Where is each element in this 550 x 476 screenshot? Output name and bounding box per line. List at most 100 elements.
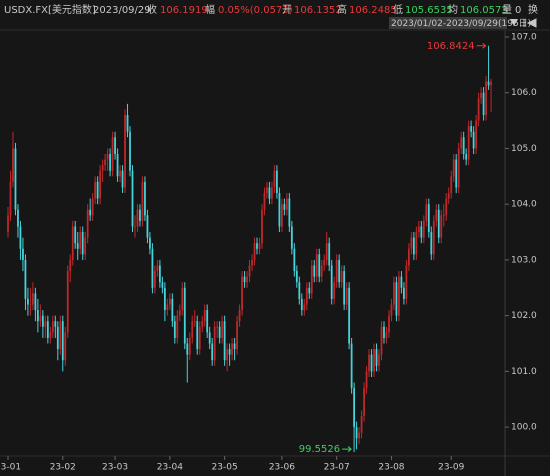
candle-body (46, 321, 49, 338)
candle-body (462, 137, 465, 155)
candle-body (427, 204, 430, 233)
max-annotation: 106.8424 (427, 41, 475, 52)
candle-body (22, 248, 24, 260)
candle-body (450, 176, 453, 194)
candle-body (188, 337, 191, 355)
candle-body (432, 220, 435, 255)
candle-body (373, 349, 375, 372)
candle-body (59, 321, 62, 350)
nav-icon[interactable] (523, 18, 537, 28)
candle-body (266, 187, 268, 194)
x-tick-label: 23-02 (50, 463, 76, 473)
candle-body (226, 349, 229, 361)
candle-body (310, 265, 313, 294)
candle-body (193, 321, 196, 323)
candle-body (91, 198, 94, 216)
candle-body (455, 159, 458, 188)
dropdown-icon[interactable] (510, 19, 518, 26)
candle-body (49, 332, 52, 338)
candle-body (365, 371, 368, 389)
candle-body (420, 226, 423, 238)
candle-body (345, 287, 348, 305)
open-value: 106.1352 (294, 5, 342, 16)
candle-body (410, 237, 413, 249)
candle-body (385, 332, 388, 338)
candle-body (353, 388, 356, 428)
candle-body (141, 181, 144, 221)
candle-body (139, 209, 141, 221)
candle-body (12, 148, 14, 182)
candle-body (196, 321, 199, 350)
plot (7, 45, 492, 453)
candle-body (300, 298, 303, 311)
candle-body (442, 215, 445, 217)
high-value: 106.2485 (349, 5, 397, 16)
candle-body (7, 215, 9, 233)
candle-body (318, 254, 321, 277)
candle-body (171, 298, 174, 322)
candle-body (261, 209, 263, 244)
candle-body (283, 204, 286, 210)
candle-body (208, 332, 211, 344)
candle-body (166, 304, 169, 311)
candle-body (54, 321, 57, 327)
candle-body (144, 181, 146, 216)
candle-body (89, 209, 92, 216)
candle-body (338, 259, 341, 283)
candle-body (412, 237, 415, 255)
candle-body (243, 276, 246, 283)
candle-body (253, 243, 256, 260)
candle-body (490, 82, 492, 86)
candle-body (96, 181, 99, 199)
x-tick-label: 23-01 (0, 463, 21, 473)
candle-body (425, 204, 428, 221)
candle-body (295, 271, 298, 283)
range: 2023/01/02-2023/09/29(195日) (391, 18, 531, 29)
candle-body (398, 276, 400, 316)
candle-body (313, 265, 316, 277)
candle-body (355, 427, 358, 439)
candle-body (111, 137, 114, 171)
change-value: 0.05%(0.0573) (218, 5, 293, 16)
candle-body (101, 165, 104, 171)
candle-body (470, 126, 473, 132)
candle-body (231, 343, 233, 355)
candle-body (390, 304, 393, 316)
candle-body (216, 326, 219, 328)
y-tick-label: 102.0 (511, 311, 537, 321)
candle-body (218, 326, 221, 338)
candle-body (32, 293, 34, 305)
candle-body (106, 154, 109, 160)
candle-body (403, 287, 405, 299)
close-value: 106.1919 (160, 5, 208, 16)
candle-body (393, 282, 395, 305)
candle-body (375, 349, 378, 366)
candle-body (233, 343, 236, 350)
candle-body (271, 187, 273, 199)
y-tick-label: 106.0 (511, 88, 537, 98)
candle-body (151, 248, 154, 288)
y-tick-label: 103.0 (511, 255, 537, 265)
avg-value: 106.0573 (460, 5, 508, 16)
candle-body (480, 92, 482, 99)
candle-body (203, 310, 206, 322)
candle-body (173, 321, 176, 338)
candle-body (285, 198, 288, 210)
candle-body (430, 232, 433, 255)
candle-body (14, 148, 17, 210)
symbol: USDX.FX[美元指数] (4, 3, 96, 16)
candle-body (485, 81, 487, 115)
candle-body (315, 254, 318, 277)
candle-body (417, 226, 420, 233)
candle-body (71, 226, 74, 260)
candle-body (183, 287, 186, 344)
candle-body (246, 276, 248, 283)
candle-body (121, 170, 124, 188)
candle-body (99, 170, 102, 199)
candle-body (211, 343, 214, 361)
annotation-arrow (476, 42, 487, 49)
candle-body (116, 154, 119, 177)
candle-body (186, 343, 189, 355)
candle-body (34, 293, 37, 311)
